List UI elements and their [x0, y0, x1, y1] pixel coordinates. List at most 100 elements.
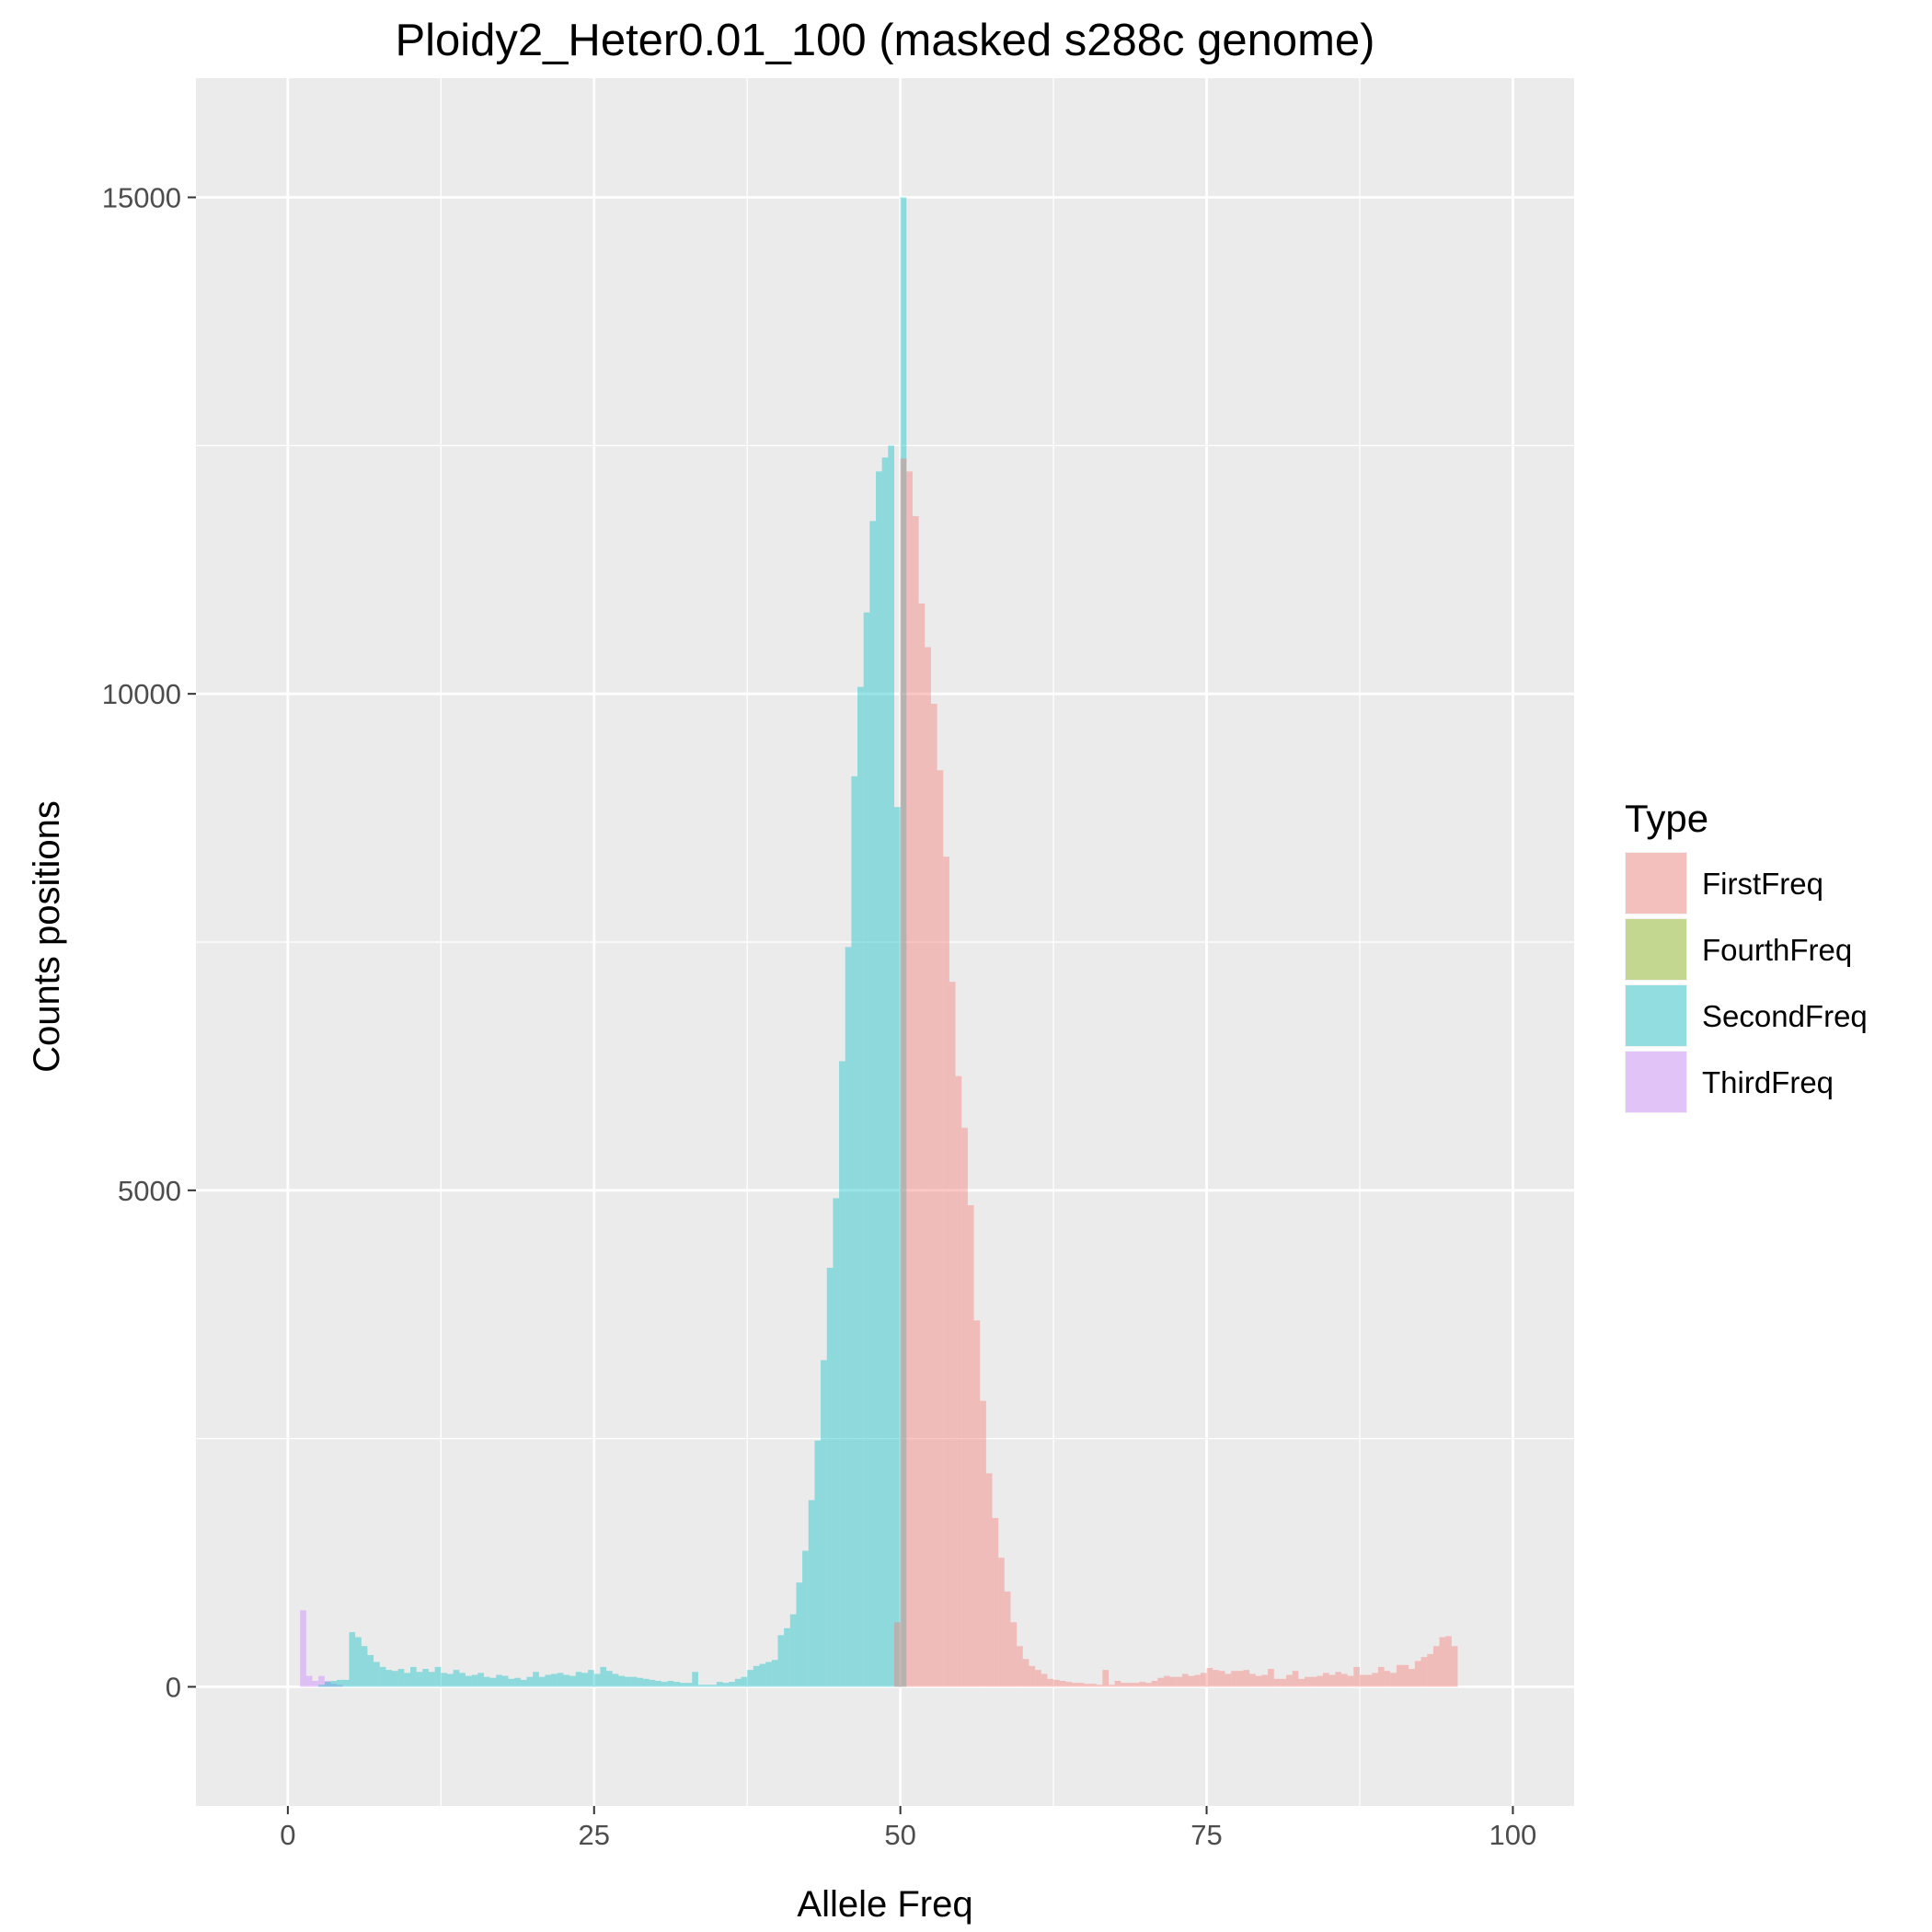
bar-SecondFreq	[722, 1683, 730, 1687]
bar-SecondFreq	[606, 1671, 613, 1687]
bar-FirstFreq	[1090, 1684, 1097, 1687]
bar-FirstFreq	[1157, 1677, 1164, 1687]
bar-SecondFreq	[900, 197, 907, 1687]
bar-SecondFreq	[514, 1677, 521, 1687]
bar-SecondFreq	[789, 1614, 797, 1687]
bar-FirstFreq	[1231, 1671, 1237, 1687]
bar-FirstFreq	[1353, 1666, 1360, 1687]
bar-FirstFreq	[1096, 1685, 1103, 1687]
legend-swatch	[1626, 1052, 1686, 1112]
bar-FirstFreq	[918, 603, 926, 1687]
bar-SecondFreq	[471, 1674, 478, 1687]
bar-FirstFreq	[1213, 1670, 1219, 1687]
bar-SecondFreq	[385, 1670, 393, 1687]
bar-FirstFreq	[1047, 1678, 1054, 1687]
bar-SecondFreq	[569, 1675, 576, 1687]
bar-SecondFreq	[526, 1676, 534, 1687]
minor-gridlines	[196, 78, 1574, 1806]
bar-FirstFreq	[1102, 1670, 1110, 1687]
bar-SecondFreq	[477, 1673, 484, 1687]
bar-SecondFreq	[869, 521, 877, 1687]
bar-SecondFreq	[747, 1670, 753, 1687]
bar-FirstFreq	[1004, 1591, 1011, 1687]
bar-SecondFreq	[643, 1678, 650, 1687]
bar-SecondFreq	[637, 1677, 644, 1687]
bar-SecondFreq	[876, 471, 882, 1687]
y-axis: 0 5000 10000 15000	[102, 182, 196, 1703]
bar-FirstFreq	[1402, 1664, 1409, 1687]
bar-FirstFreq	[1163, 1675, 1170, 1687]
legend-swatch	[1626, 985, 1686, 1046]
bar-FirstFreq	[955, 1075, 962, 1687]
bar-FirstFreq	[1439, 1637, 1446, 1687]
bar-FirstFreq	[1384, 1671, 1391, 1687]
bar-FirstFreq	[1029, 1665, 1036, 1687]
bar-FirstFreq	[1335, 1672, 1342, 1687]
x-tick-label: 75	[1190, 1819, 1222, 1851]
bar-SecondFreq	[355, 1637, 362, 1687]
bar-FirstFreq	[1414, 1661, 1421, 1687]
bar-FirstFreq	[998, 1558, 1005, 1687]
bar-SecondFreq	[729, 1682, 735, 1687]
bar-FirstFreq	[1114, 1681, 1121, 1687]
bar-FirstFreq	[967, 1205, 974, 1687]
bar-SecondFreq	[734, 1678, 742, 1687]
bar-FirstFreq	[1077, 1683, 1085, 1687]
bar-FirstFreq	[961, 1127, 968, 1687]
bar-FirstFreq	[1255, 1675, 1262, 1687]
bar-SecondFreq	[765, 1662, 772, 1687]
bar-SecondFreq	[716, 1682, 723, 1687]
bar-SecondFreq	[679, 1683, 686, 1687]
bar-FirstFreq	[1396, 1664, 1403, 1687]
bar-FirstFreq	[1065, 1682, 1073, 1687]
major-gridlines	[196, 78, 1574, 1806]
bar-FirstFreq	[992, 1518, 999, 1687]
bar-SecondFreq	[802, 1550, 809, 1687]
bar-ThirdFreq	[337, 1685, 343, 1687]
bar-FirstFreq	[925, 647, 931, 1687]
bar-FirstFreq	[1323, 1673, 1329, 1687]
bar-FirstFreq	[1010, 1622, 1018, 1687]
bar-SecondFreq	[379, 1666, 386, 1687]
y-tick-label: 15000	[102, 182, 181, 214]
bar-FirstFreq	[1225, 1673, 1232, 1687]
bar-SecondFreq	[538, 1676, 546, 1687]
x-axis: 0 25 50 75 100	[280, 1806, 1536, 1851]
bar-SecondFreq	[483, 1676, 490, 1687]
bar-FirstFreq	[943, 857, 949, 1687]
bar-SecondFreq	[422, 1669, 429, 1687]
bar-FirstFreq	[1292, 1671, 1299, 1687]
bar-SecondFreq	[434, 1666, 442, 1687]
bar-FirstFreq	[1427, 1653, 1433, 1687]
bar-SecondFreq	[489, 1677, 497, 1687]
bar-FirstFreq	[1409, 1669, 1415, 1687]
bar-SecondFreq	[881, 457, 889, 1687]
bar-SecondFreq	[704, 1685, 711, 1687]
bar-SecondFreq	[741, 1676, 748, 1687]
legend-key-bg	[1625, 918, 1687, 981]
bar-FirstFreq	[949, 982, 956, 1687]
bar-FirstFreq	[1451, 1646, 1458, 1687]
bar-SecondFreq	[863, 612, 870, 1687]
legend-swatch	[1626, 919, 1686, 980]
bar-SecondFreq	[557, 1673, 564, 1687]
bar-SecondFreq	[796, 1582, 803, 1687]
bar-FirstFreq	[985, 1473, 993, 1687]
bar-FirstFreq	[1200, 1673, 1207, 1687]
bar-SecondFreq	[759, 1663, 766, 1687]
bar-FirstFreq	[1035, 1670, 1041, 1687]
bar-FirstFreq	[1236, 1671, 1244, 1687]
bar-SecondFreq	[551, 1673, 558, 1687]
bar-SecondFreq	[673, 1682, 680, 1687]
bar-SecondFreq	[593, 1673, 601, 1687]
bar-SecondFreq	[342, 1679, 350, 1687]
bar-SecondFreq	[697, 1685, 705, 1687]
bar-SecondFreq	[857, 686, 864, 1687]
bar-SecondFreq	[533, 1672, 539, 1687]
bar-SecondFreq	[814, 1440, 822, 1687]
bar-FirstFreq	[1133, 1683, 1140, 1687]
legend-key-bg	[1625, 1051, 1687, 1113]
bar-FirstFreq	[1176, 1676, 1182, 1687]
bar-SecondFreq	[453, 1670, 460, 1687]
bar-FirstFreq	[1317, 1675, 1324, 1687]
